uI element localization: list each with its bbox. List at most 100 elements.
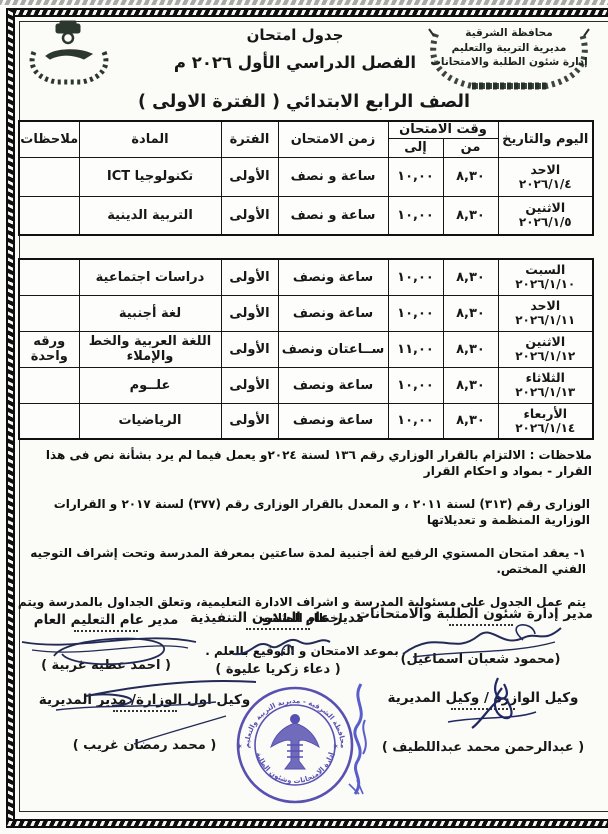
note-line: ملاحظات : الالتزام بالقرار الوزاري رقم ١… bbox=[45, 448, 592, 478]
cell-period: الأولى bbox=[220, 258, 279, 296]
cell-period: الأولى bbox=[220, 366, 279, 404]
cell-duration: ساعة ونصف bbox=[277, 294, 389, 332]
frame-edge-artifact bbox=[0, 0, 608, 5]
table-row: الاثنين ٢٠٢٦/١/٥ ٨,٣٠ ١٠,٠٠ ساعة و نصف ال… bbox=[18, 195, 594, 236]
cell-period: الأولى bbox=[220, 294, 279, 332]
cell-from: ٨,٣٠ bbox=[442, 258, 499, 296]
cell-to: ١٠,٠٠ bbox=[387, 402, 444, 440]
signature-name: ( محمد رمضان غريب ) bbox=[72, 738, 217, 753]
cell-day: الاثنين ٢٠٢٦/١/٥ bbox=[497, 195, 594, 236]
cell-from: ٨,٣٠ bbox=[442, 195, 499, 236]
cell-subject: لغة أجنبية bbox=[78, 294, 222, 332]
org-line-directorate: مديرية التربية والتعليم bbox=[451, 41, 567, 54]
signature-dotted-line bbox=[448, 624, 513, 626]
col-header-from: من bbox=[442, 137, 499, 158]
col-header-notes: ملاحظات bbox=[18, 120, 80, 158]
cell-from: ٨,٣٠ bbox=[442, 366, 499, 404]
cell-from: ٨,٣٠ bbox=[442, 330, 499, 368]
cell-to: ١٠,٠٠ bbox=[387, 156, 444, 197]
signature-block-deputy-directorate: وكيل الوازرة / وكيل المديرية ( عبدالرحمن… bbox=[378, 677, 588, 755]
frame-ribbon-top bbox=[6, 8, 608, 17]
signature-title: وكيل اول الوزارة/ مدير المديرية bbox=[38, 692, 251, 708]
cell-duration: ساعة و نصف bbox=[277, 156, 389, 197]
signature-title: مدير عام الشئون التنفيذية bbox=[190, 610, 364, 626]
table-row: الاثنين ٢٠٢٦/١/١٢ ٨,٣٠ ١١,٠٠ ســاعتان ونص… bbox=[18, 330, 594, 368]
document-title-block: جدول امتحان الفصل الدراسي الأول ٢٠٢٦ م bbox=[160, 26, 430, 72]
cell-from: ٨,٣٠ bbox=[442, 294, 499, 332]
frame-ribbon-bottom bbox=[6, 819, 608, 828]
cell-duration: ســاعتان ونصف bbox=[277, 330, 389, 368]
cell-day: الاثنين ٢٠٢٦/١/١٢ bbox=[497, 330, 594, 368]
cell-notes bbox=[18, 366, 80, 404]
org-line-department: إدارة شئون الطلبة والامتحانات bbox=[430, 56, 588, 68]
cell-from: ٨,٣٠ bbox=[442, 402, 499, 440]
signature-block-first-undersecretary: وكيل اول الوزارة/ مدير المديرية ( محمد ر… bbox=[22, 679, 267, 753]
cell-subject: علــوم bbox=[78, 366, 222, 404]
cell-notes bbox=[18, 258, 80, 296]
cell-subject: دراسات اجتماعية bbox=[78, 258, 222, 296]
svg-text:✶: ✶ bbox=[236, 742, 243, 751]
col-header-subject: المادة bbox=[78, 120, 222, 158]
cell-subject: الرياضيات bbox=[78, 402, 222, 440]
cell-period: الأولى bbox=[220, 156, 279, 197]
table-row: الأربعاء ٢٠٢٦/١/١٤ ٨,٣٠ ١٠,٠٠ ساعة ونصف ا… bbox=[18, 402, 594, 440]
note-line: ١- يعقد امتحان المستوي الرفيع لغة أجنبية… bbox=[30, 546, 586, 576]
cell-period: الأولى bbox=[220, 402, 279, 440]
cell-to: ١١,٠٠ bbox=[387, 330, 444, 368]
table-row: السبت ٢٠٢٦/١/١٠ ٨,٣٠ ١٠,٠٠ ساعة ونصف الأو… bbox=[18, 258, 594, 296]
grade-subtitle: الصف الرابع الابتدائي ( الفترة الاولى ) bbox=[137, 92, 471, 112]
svg-text:✶: ✶ bbox=[332, 742, 339, 751]
cell-duration: ساعة ونصف bbox=[277, 402, 389, 440]
cell-duration: ساعة ونصف bbox=[277, 258, 389, 296]
cell-notes: ورقه واحدة bbox=[18, 330, 80, 368]
stamp-eagle-icon bbox=[270, 714, 320, 770]
signature-dotted-line bbox=[74, 630, 138, 632]
official-stamp-icon: محافظة الشرقية - مديرية التربية والتعليم… bbox=[236, 686, 354, 804]
signature-block-students-affairs: مدير إدارة شئون الطلبة والامتحانات (محمو… bbox=[356, 606, 593, 667]
col-header-duration: زمن الامتحان bbox=[277, 120, 389, 158]
cell-to: ١٠,٠٠ bbox=[387, 294, 444, 332]
col-header-period: الفترة bbox=[220, 120, 279, 158]
eagle-emblem-icon bbox=[29, 20, 109, 85]
cell-notes bbox=[18, 156, 80, 197]
signature-name: ( دعاء زكريا عليوة ) bbox=[215, 662, 341, 677]
cell-day: الثلاثاء ٢٠٢٦/١/١٣ bbox=[497, 366, 594, 404]
title-semester: الفصل الدراسي الأول ٢٠٢٦ م bbox=[173, 53, 417, 72]
cell-to: ١٠,٠٠ bbox=[387, 258, 444, 296]
cell-day: الاحد ٢٠٢٦/١/١١ bbox=[497, 294, 594, 332]
exam-table-week2: السبت ٢٠٢٦/١/١٠ ٨,٣٠ ١٠,٠٠ ساعة ونصف الأو… bbox=[18, 258, 594, 440]
signature-title: مدير إدارة شئون الطلبة والامتحانات bbox=[356, 606, 593, 622]
exam-table-week1: اليوم والتاريخ وقت الامتحان زمن الامتحان… bbox=[18, 120, 594, 236]
note-line: الوزارى رقم (٣١٣) لسنة ٢٠١١ ، و المعدل ب… bbox=[53, 497, 590, 527]
table-row: الاحد ٢٠٢٦/١/١١ ٨,٣٠ ١٠,٠٠ ساعة ونصف الأو… bbox=[18, 294, 594, 332]
signature-name: ( عبدالرحمن محمد عبداللطيف ) bbox=[381, 740, 585, 755]
blue-ink-signature-icon bbox=[348, 683, 367, 795]
signature-title: وكيل الوازرة / وكيل المديرية bbox=[387, 690, 579, 706]
cell-day: السبت ٢٠٢٦/١/١٠ bbox=[497, 258, 594, 296]
org-line-governorate: محافظة الشرقية bbox=[465, 27, 553, 39]
table-row: الثلاثاء ٢٠٢٦/١/١٣ ٨,٣٠ ١٠,٠٠ ساعة ونصف ا… bbox=[18, 366, 594, 404]
cell-day: الأربعاء ٢٠٢٦/١/١٤ bbox=[497, 402, 594, 440]
signature-name: (محمود شعبان اسماعيل) bbox=[400, 652, 561, 667]
col-header-day: اليوم والتاريخ bbox=[497, 120, 594, 158]
cell-subject: التربية الدينية bbox=[78, 195, 222, 236]
cell-to: ١٠,٠٠ bbox=[387, 366, 444, 404]
laurel-wreath-icon bbox=[428, 28, 590, 90]
signature-name: ( احمد عطيه غربية ) bbox=[41, 658, 171, 673]
cell-subject: اللغة العربية والخط والإملاء bbox=[78, 330, 222, 368]
cell-period: الأولى bbox=[220, 195, 279, 236]
cell-to: ١٠,٠٠ bbox=[387, 195, 444, 236]
cell-from: ٨,٣٠ bbox=[442, 156, 499, 197]
signature-title: مدير عام التعليم العام bbox=[33, 612, 179, 628]
cell-duration: ساعة ونصف bbox=[277, 366, 389, 404]
cell-duration: ساعة و نصف bbox=[277, 195, 389, 236]
title-exam-schedule: جدول امتحان bbox=[246, 26, 344, 44]
governorate-header-block: محافظة الشرقية مديرية التربية والتعليم إ… bbox=[420, 20, 598, 98]
cell-day: الاحد ٢٠٢٦/١/٤ bbox=[497, 156, 594, 197]
cell-notes bbox=[18, 195, 80, 236]
signature-dotted-line bbox=[246, 628, 310, 630]
signature-dotted-line bbox=[112, 710, 177, 712]
cell-period: الأولى bbox=[220, 330, 279, 368]
note-line: يتم عمل الجدول على مسئولية المدرسة و اشر… bbox=[17, 595, 587, 625]
